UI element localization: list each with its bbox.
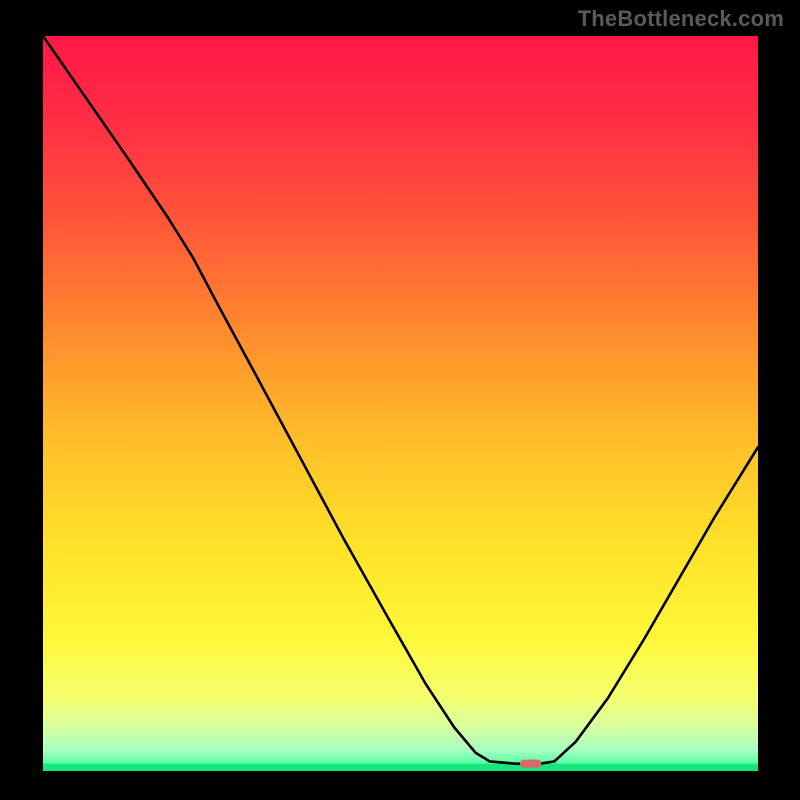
watermark-text: TheBottleneck.com	[578, 6, 784, 32]
chart-container: { "watermark": { "text": "TheBottleneck.…	[0, 0, 800, 800]
optimal-marker[interactable]	[520, 760, 541, 768]
bottom-green-bar	[43, 764, 758, 771]
gradient-background	[43, 36, 758, 771]
plot-area	[43, 36, 758, 771]
chart-svg	[43, 36, 758, 771]
